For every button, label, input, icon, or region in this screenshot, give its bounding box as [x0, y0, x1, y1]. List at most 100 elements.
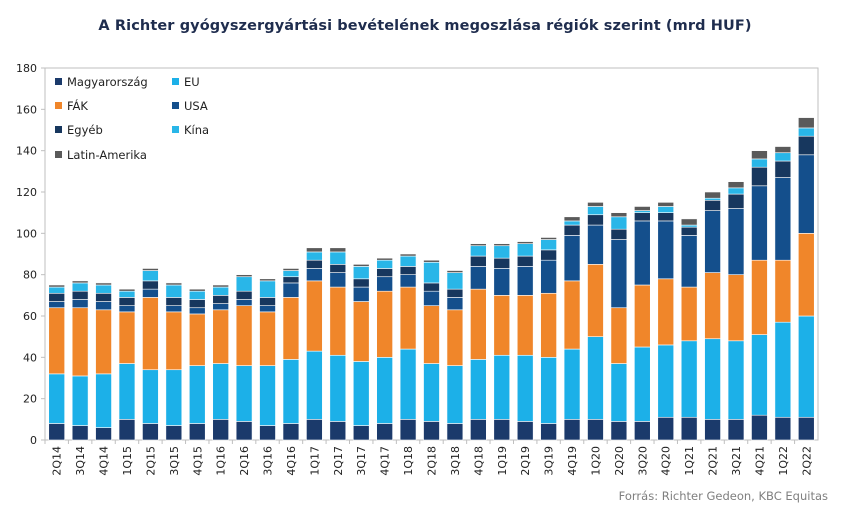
y-tick-label: 80	[23, 269, 37, 282]
bar-segment	[657, 202, 675, 207]
bar-segment	[516, 421, 534, 441]
x-tick-label: 3Q19	[543, 446, 556, 476]
bar-segment	[399, 266, 417, 275]
bar-segment	[540, 357, 557, 424]
bar-segment	[118, 419, 136, 441]
bar-segment	[165, 297, 183, 306]
bar-segment	[212, 295, 229, 304]
x-tick-label: 4Q15	[191, 446, 204, 476]
bar-segment	[48, 373, 65, 424]
x-tick-label: 3Q16	[262, 446, 275, 476]
bar-segment	[329, 286, 347, 356]
bar-segment	[142, 270, 159, 282]
bar-segment	[493, 257, 511, 269]
bar-segment	[587, 264, 604, 337]
bar-segment	[493, 419, 511, 441]
bar-segment	[751, 166, 768, 187]
bar-segment	[657, 220, 675, 280]
bar-segment	[118, 290, 136, 298]
bar-segment	[563, 224, 581, 236]
bar-segment	[352, 301, 370, 362]
bar-segment	[282, 270, 300, 278]
bar-segment	[704, 419, 721, 441]
bar-segment	[376, 357, 393, 424]
bar-segment	[142, 423, 159, 441]
x-tick-label: 2Q18	[426, 446, 439, 476]
bar-segment	[446, 272, 464, 290]
bar-segment	[423, 290, 440, 306]
bar-segment	[680, 218, 698, 226]
bar-segment	[516, 354, 534, 422]
bar-segment	[470, 243, 487, 247]
bar-segment	[563, 235, 581, 282]
bar-segment	[259, 280, 276, 298]
x-tick-label: 2Q20	[613, 446, 626, 476]
legend-label: Kína	[184, 123, 209, 137]
x-tick-label: 2Q21	[707, 446, 720, 476]
bar-segment	[48, 301, 65, 309]
bar-segment	[446, 270, 464, 273]
bar-segment	[774, 160, 792, 178]
bar-segment	[516, 295, 534, 356]
bar-segment	[71, 280, 89, 284]
bar-segment	[587, 224, 604, 265]
bar-segment	[306, 419, 323, 441]
bar-segment	[680, 235, 698, 288]
x-tick-label: 3Q20	[636, 446, 649, 476]
bar-segment	[634, 421, 651, 441]
bar-segment	[282, 282, 300, 298]
bar-segment	[680, 224, 698, 228]
bar-segment	[446, 365, 464, 424]
x-tick-label: 2Q22	[800, 446, 813, 476]
bar-segment	[563, 348, 581, 420]
bar-segment	[118, 363, 136, 420]
bar-segment	[165, 311, 183, 371]
bar-segment	[540, 423, 557, 441]
bar-segment	[399, 255, 417, 267]
x-tick-label: 3Q21	[730, 446, 743, 476]
bar-segment	[751, 259, 768, 335]
x-tick-label: 4Q19	[566, 446, 579, 476]
bar-segment	[657, 278, 675, 346]
bar-segment	[259, 278, 276, 282]
bar-segment	[446, 288, 464, 298]
bar-segment	[470, 266, 487, 290]
y-tick-label: 120	[16, 186, 37, 199]
legend-label: Egyéb	[67, 123, 103, 137]
bar-segment	[142, 268, 159, 271]
legend-swatch	[55, 126, 62, 133]
bar-segment	[610, 212, 628, 218]
bar-segment	[516, 255, 534, 267]
bar-segment	[798, 315, 815, 418]
bar-segment	[798, 416, 815, 441]
bar-segment	[376, 423, 393, 441]
bar-segment	[563, 419, 581, 441]
bar-segment	[540, 239, 557, 251]
bar-segment	[751, 185, 768, 261]
bar-segment	[634, 346, 651, 422]
bar-segment	[704, 338, 721, 420]
y-tick-label: 40	[23, 351, 37, 364]
bar-segment	[470, 359, 487, 420]
bar-segment	[704, 197, 721, 201]
bar-segment	[751, 414, 768, 441]
bar-segment	[399, 419, 417, 441]
bar-segment	[306, 280, 323, 352]
bar-segment	[306, 268, 323, 282]
bar-segment	[634, 210, 651, 213]
bar-segment	[727, 208, 745, 275]
chart-title: A Richter gyógyszergyártási bevételének …	[98, 18, 752, 34]
bar-segment	[470, 245, 487, 257]
bar-segment	[774, 259, 792, 323]
bar-segment	[774, 146, 792, 154]
bar-segment	[634, 212, 651, 222]
bar-segment	[259, 297, 276, 306]
y-tick-label: 20	[23, 393, 37, 406]
bar-segment	[282, 423, 300, 441]
bar-segment	[306, 259, 323, 269]
legend-label: FÁK	[67, 98, 88, 113]
legend-swatch	[55, 78, 62, 85]
bar-segment	[306, 251, 323, 261]
bar-segment	[306, 350, 323, 420]
